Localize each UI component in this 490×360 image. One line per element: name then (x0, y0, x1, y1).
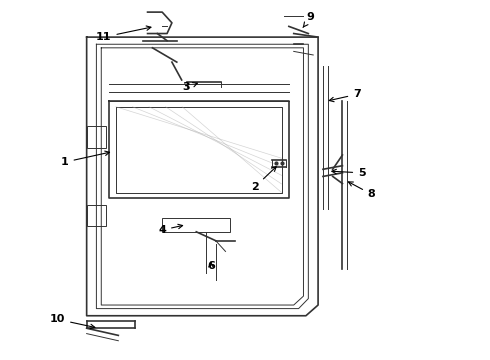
Text: 5: 5 (332, 168, 366, 178)
Text: 3: 3 (183, 82, 197, 92)
Bar (87, 126, 106, 148)
Bar (162, 217, 230, 232)
Text: 6: 6 (207, 261, 215, 271)
Text: 7: 7 (329, 89, 361, 102)
Text: 1: 1 (61, 151, 110, 167)
Text: 4: 4 (158, 224, 183, 235)
Text: 8: 8 (348, 182, 375, 199)
Bar (87, 205, 106, 226)
Text: 11: 11 (96, 26, 151, 42)
Text: 2: 2 (251, 167, 276, 192)
Text: 10: 10 (49, 314, 95, 329)
Text: 9: 9 (303, 13, 315, 27)
